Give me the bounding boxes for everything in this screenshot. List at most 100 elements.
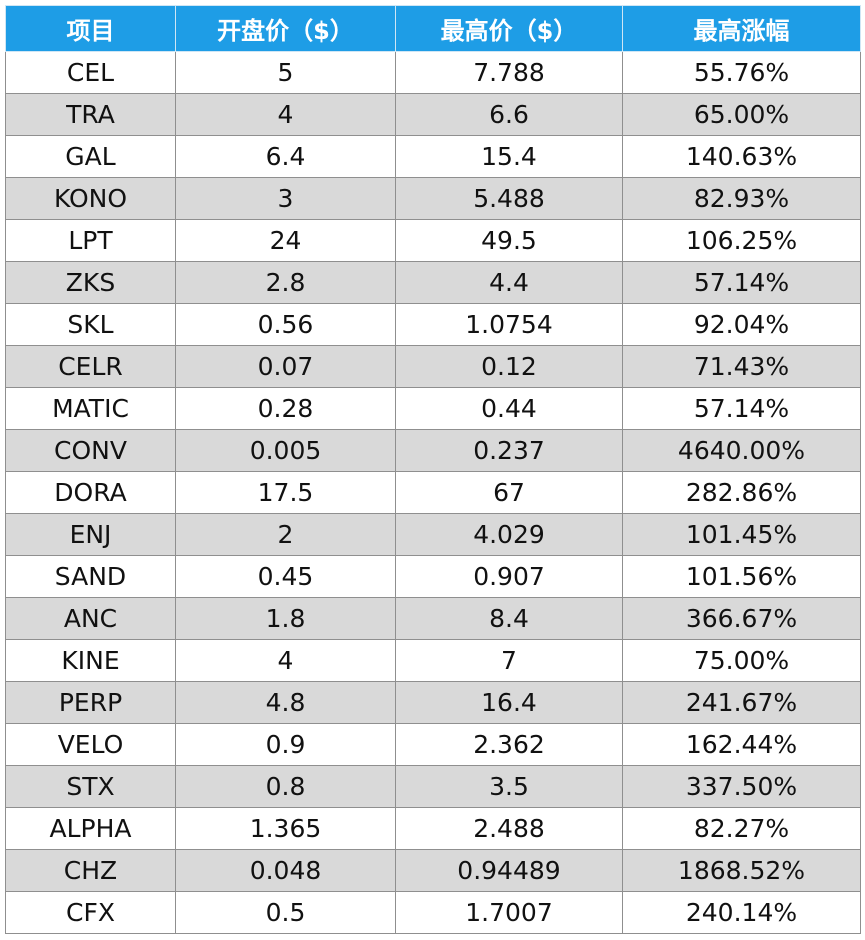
header-row: 项目 开盘价（$） 最高价（$） 最高涨幅 xyxy=(5,5,861,52)
cell-high-price: 8.4 xyxy=(395,597,623,640)
cell-max-gain: 106.25% xyxy=(622,219,861,262)
table-row: CFX 0.5 1.7007 240.14% xyxy=(5,891,861,934)
cell-open-price: 4 xyxy=(175,639,396,682)
cell-open-price: 0.9 xyxy=(175,723,396,766)
cell-high-price: 0.12 xyxy=(395,345,623,388)
cell-max-gain: 55.76% xyxy=(622,51,861,94)
cell-high-price: 0.237 xyxy=(395,429,623,472)
cell-high-price: 2.488 xyxy=(395,807,623,850)
header-item: 项目 xyxy=(5,5,176,52)
cell-high-price: 4.4 xyxy=(395,261,623,304)
cell-item: CFX xyxy=(5,891,176,934)
table-row: SKL 0.56 1.0754 92.04% xyxy=(5,303,861,346)
cell-max-gain: 57.14% xyxy=(622,261,861,304)
cell-item: SAND xyxy=(5,555,176,598)
cell-max-gain: 4640.00% xyxy=(622,429,861,472)
cell-max-gain: 101.56% xyxy=(622,555,861,598)
cell-high-price: 67 xyxy=(395,471,623,514)
cell-item: KINE xyxy=(5,639,176,682)
cell-item: CHZ xyxy=(5,849,176,892)
cell-high-price: 1.0754 xyxy=(395,303,623,346)
cell-max-gain: 71.43% xyxy=(622,345,861,388)
cell-item: MATIC xyxy=(5,387,176,430)
table-row: ANC 1.8 8.4 366.67% xyxy=(5,597,861,640)
cell-max-gain: 65.00% xyxy=(622,93,861,136)
cell-open-price: 0.45 xyxy=(175,555,396,598)
cell-max-gain: 241.67% xyxy=(622,681,861,724)
table-row: STX 0.8 3.5 337.50% xyxy=(5,765,861,808)
cell-item: ALPHA xyxy=(5,807,176,850)
header-high-price: 最高价（$） xyxy=(395,5,623,52)
table-row: ENJ 2 4.029 101.45% xyxy=(5,513,861,556)
cell-item: SKL xyxy=(5,303,176,346)
table-row: PERP 4.8 16.4 241.67% xyxy=(5,681,861,724)
cell-max-gain: 366.67% xyxy=(622,597,861,640)
cell-item: ZKS xyxy=(5,261,176,304)
cell-open-price: 0.07 xyxy=(175,345,396,388)
cell-item: TRA xyxy=(5,93,176,136)
table-row: ZKS 2.8 4.4 57.14% xyxy=(5,261,861,304)
header-open-price: 开盘价（$） xyxy=(175,5,396,52)
cell-open-price: 0.8 xyxy=(175,765,396,808)
table-row: DORA 17.5 67 282.86% xyxy=(5,471,861,514)
table-body: CEL 5 7.788 55.76% TRA 4 6.6 65.00% GAL 6.4 15.4 14… xyxy=(5,51,861,934)
cell-high-price: 3.5 xyxy=(395,765,623,808)
cell-max-gain: 82.93% xyxy=(622,177,861,220)
cell-high-price: 7.788 xyxy=(395,51,623,94)
cell-max-gain: 57.14% xyxy=(622,387,861,430)
cell-open-price: 0.048 xyxy=(175,849,396,892)
table-row: CEL 5 7.788 55.76% xyxy=(5,51,861,94)
cell-item: CEL xyxy=(5,51,176,94)
cell-open-price: 2.8 xyxy=(175,261,396,304)
cell-high-price: 1.7007 xyxy=(395,891,623,934)
table-row: KINE 4 7 75.00% xyxy=(5,639,861,682)
cell-max-gain: 140.63% xyxy=(622,135,861,178)
table-row: TRA 4 6.6 65.00% xyxy=(5,93,861,136)
cell-item: STX xyxy=(5,765,176,808)
table-row: KONO 3 5.488 82.93% xyxy=(5,177,861,220)
cell-high-price: 7 xyxy=(395,639,623,682)
cell-open-price: 4.8 xyxy=(175,681,396,724)
cell-high-price: 16.4 xyxy=(395,681,623,724)
cell-high-price: 2.362 xyxy=(395,723,623,766)
cell-max-gain: 337.50% xyxy=(622,765,861,808)
cell-max-gain: 92.04% xyxy=(622,303,861,346)
cell-open-price: 2 xyxy=(175,513,396,556)
cell-max-gain: 1868.52% xyxy=(622,849,861,892)
cell-open-price: 1.365 xyxy=(175,807,396,850)
price-table: 项目 开盘价（$） 最高价（$） 最高涨幅 CEL 5 7.788 55.76% TRA… xyxy=(5,5,861,934)
cell-item: ENJ xyxy=(5,513,176,556)
cell-item: CONV xyxy=(5,429,176,472)
cell-high-price: 0.44 xyxy=(395,387,623,430)
cell-open-price: 5 xyxy=(175,51,396,94)
cell-open-price: 3 xyxy=(175,177,396,220)
cell-item: KONO xyxy=(5,177,176,220)
cell-max-gain: 82.27% xyxy=(622,807,861,850)
table-row: CHZ 0.048 0.94489 1868.52% xyxy=(5,849,861,892)
table-row: MATIC 0.28 0.44 57.14% xyxy=(5,387,861,430)
cell-high-price: 49.5 xyxy=(395,219,623,262)
cell-high-price: 0.907 xyxy=(395,555,623,598)
table-row: SAND 0.45 0.907 101.56% xyxy=(5,555,861,598)
cell-open-price: 24 xyxy=(175,219,396,262)
cell-open-price: 0.28 xyxy=(175,387,396,430)
cell-max-gain: 75.00% xyxy=(622,639,861,682)
cell-item: DORA xyxy=(5,471,176,514)
cell-open-price: 1.8 xyxy=(175,597,396,640)
price-table-container: 项目 开盘价（$） 最高价（$） 最高涨幅 CEL 5 7.788 55.76% TRA… xyxy=(5,5,861,934)
cell-open-price: 0.5 xyxy=(175,891,396,934)
cell-high-price: 5.488 xyxy=(395,177,623,220)
cell-max-gain: 162.44% xyxy=(622,723,861,766)
cell-high-price: 6.6 xyxy=(395,93,623,136)
cell-max-gain: 282.86% xyxy=(622,471,861,514)
cell-high-price: 4.029 xyxy=(395,513,623,556)
table-row: CELR 0.07 0.12 71.43% xyxy=(5,345,861,388)
header-max-gain: 最高涨幅 xyxy=(622,5,861,52)
cell-high-price: 15.4 xyxy=(395,135,623,178)
cell-max-gain: 240.14% xyxy=(622,891,861,934)
cell-open-price: 4 xyxy=(175,93,396,136)
cell-max-gain: 101.45% xyxy=(622,513,861,556)
table-row: CONV 0.005 0.237 4640.00% xyxy=(5,429,861,472)
cell-open-price: 6.4 xyxy=(175,135,396,178)
cell-item: PERP xyxy=(5,681,176,724)
